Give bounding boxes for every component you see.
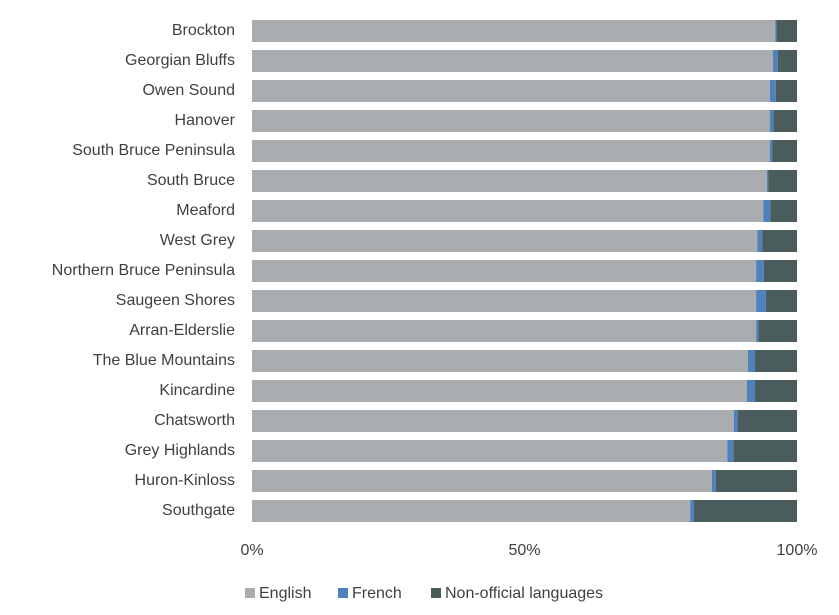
y-tick-label: Saugeen Shores — [116, 292, 235, 309]
y-tick-label: Meaford — [176, 202, 235, 219]
bar-segment — [252, 110, 770, 132]
bar-segment — [252, 440, 728, 462]
y-tick-label: South Bruce — [147, 172, 235, 189]
y-tick-label: West Grey — [160, 232, 235, 249]
y-tick-label: Northern Bruce Peninsula — [52, 262, 235, 279]
y-tick-label: Kincardine — [159, 382, 235, 399]
bar-segment — [773, 50, 778, 72]
bar-segment — [763, 200, 771, 222]
bar-segment — [715, 470, 797, 492]
bar-segment — [765, 290, 797, 312]
bar-segment — [252, 20, 776, 42]
bar-segment — [776, 20, 797, 42]
bar-segment — [252, 290, 757, 312]
bar-segment — [252, 230, 758, 252]
legend-label: French — [352, 585, 402, 602]
y-tick-label: Chatsworth — [154, 412, 235, 429]
bar-segment — [252, 470, 712, 492]
x-tick-label: 0% — [240, 542, 263, 559]
bar-segment — [767, 170, 769, 192]
legend-swatch — [245, 588, 255, 598]
x-tick-label: 50% — [508, 542, 540, 559]
legend-label: English — [259, 585, 311, 602]
y-tick-label: The Blue Mountains — [93, 352, 235, 369]
y-tick-label: South Bruce Peninsula — [72, 142, 235, 159]
bar-segment — [756, 290, 766, 312]
y-tick-label: Southgate — [162, 502, 235, 519]
bar-segment — [758, 320, 797, 342]
bar-segment — [772, 140, 797, 162]
bar-segment — [777, 50, 797, 72]
bar-segment — [769, 80, 776, 102]
y-tick-label: Arran-Elderslie — [129, 322, 235, 339]
bar-segment — [773, 110, 797, 132]
bar-segment — [252, 260, 757, 282]
bar-segment — [756, 260, 764, 282]
y-tick-label: Brockton — [172, 22, 235, 39]
bar-segment — [746, 380, 756, 402]
legend-swatch — [431, 588, 441, 598]
bar-segment — [755, 380, 797, 402]
bar-segment — [769, 110, 774, 132]
bar-segment — [769, 140, 773, 162]
bar-segment — [252, 320, 757, 342]
bar-segment — [756, 320, 759, 342]
bar-segment — [733, 440, 797, 462]
y-tick-label: Georgian Bluffs — [125, 52, 235, 69]
bar-segment — [252, 500, 691, 522]
bar-segment — [755, 350, 797, 372]
bar-segment — [733, 410, 738, 432]
y-tick-label: Huron-Kinloss — [135, 472, 235, 489]
bar-segment — [252, 380, 747, 402]
bar-segment — [252, 140, 770, 162]
bar-segment — [775, 80, 797, 102]
bar-segment — [252, 410, 734, 432]
bar-segment — [763, 260, 797, 282]
bar-segment — [252, 170, 768, 192]
y-tick-label: Hanover — [175, 112, 236, 129]
bar-segment — [747, 350, 756, 372]
y-tick-label: Grey Highlands — [125, 442, 235, 459]
x-tick-label: 100% — [777, 542, 818, 559]
bar-segment — [252, 80, 770, 102]
bar-segment — [252, 350, 748, 372]
bar-segment — [690, 500, 694, 522]
bar-segment — [252, 50, 774, 72]
bar-segment — [693, 500, 797, 522]
legend-label: Non-official languages — [445, 585, 603, 602]
bar-segment — [762, 230, 797, 252]
bar-segment — [252, 200, 764, 222]
y-tick-label: Owen Sound — [142, 82, 235, 99]
bar-segment — [775, 20, 777, 42]
bar-segment — [770, 200, 797, 222]
bar-segment — [737, 410, 797, 432]
bar-segment — [768, 170, 797, 192]
bar-segment — [727, 440, 734, 462]
bar-segment — [711, 470, 716, 492]
bar-segment — [757, 230, 763, 252]
legend-swatch — [338, 588, 348, 598]
